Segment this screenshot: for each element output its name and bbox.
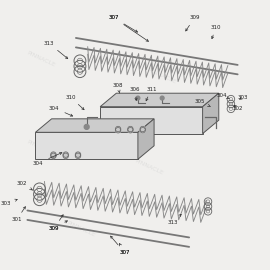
- Text: 307: 307: [108, 15, 137, 32]
- Text: 303: 303: [238, 95, 248, 100]
- Text: PINNACLE: PINNACLE: [134, 158, 164, 176]
- Text: 301: 301: [11, 207, 25, 222]
- Text: 313: 313: [168, 214, 181, 225]
- Circle shape: [136, 96, 140, 100]
- Text: 309: 309: [186, 15, 200, 31]
- Text: 310: 310: [211, 25, 221, 39]
- Polygon shape: [202, 93, 219, 134]
- Circle shape: [115, 126, 121, 132]
- Circle shape: [140, 127, 146, 133]
- Text: 305: 305: [195, 99, 210, 107]
- Circle shape: [63, 153, 68, 158]
- Text: PINNACLE: PINNACLE: [26, 140, 56, 157]
- Circle shape: [160, 96, 164, 100]
- Polygon shape: [100, 93, 219, 107]
- Text: 311: 311: [146, 87, 157, 101]
- Bar: [100, 107, 202, 134]
- Text: 309: 309: [49, 221, 68, 231]
- Circle shape: [75, 153, 81, 158]
- Circle shape: [51, 152, 56, 157]
- Circle shape: [128, 127, 133, 133]
- Circle shape: [75, 152, 81, 157]
- Circle shape: [140, 126, 146, 132]
- Text: PINNACLE: PINNACLE: [26, 51, 56, 68]
- Text: 308: 308: [112, 83, 123, 93]
- Text: 310: 310: [65, 95, 84, 110]
- Text: 307: 307: [108, 15, 148, 41]
- Text: 307: 307: [119, 244, 130, 255]
- Text: 304: 304: [216, 93, 230, 99]
- Circle shape: [128, 126, 133, 132]
- Text: 309: 309: [49, 215, 63, 231]
- Text: 302: 302: [17, 181, 32, 190]
- Bar: [35, 132, 138, 159]
- Text: 304: 304: [49, 106, 73, 116]
- Text: 303: 303: [1, 199, 17, 206]
- Polygon shape: [35, 119, 154, 132]
- Polygon shape: [138, 119, 154, 159]
- Text: 307: 307: [111, 236, 130, 255]
- Text: 313: 313: [44, 41, 68, 59]
- Text: 302: 302: [232, 105, 243, 110]
- Circle shape: [84, 124, 89, 129]
- Text: 306: 306: [130, 87, 140, 100]
- Text: PINNACLE: PINNACLE: [66, 221, 96, 238]
- Text: 304: 304: [33, 153, 62, 166]
- Text: PINNACLE: PINNACLE: [147, 67, 177, 85]
- Circle shape: [51, 153, 56, 158]
- Circle shape: [63, 152, 68, 157]
- Circle shape: [115, 127, 121, 133]
